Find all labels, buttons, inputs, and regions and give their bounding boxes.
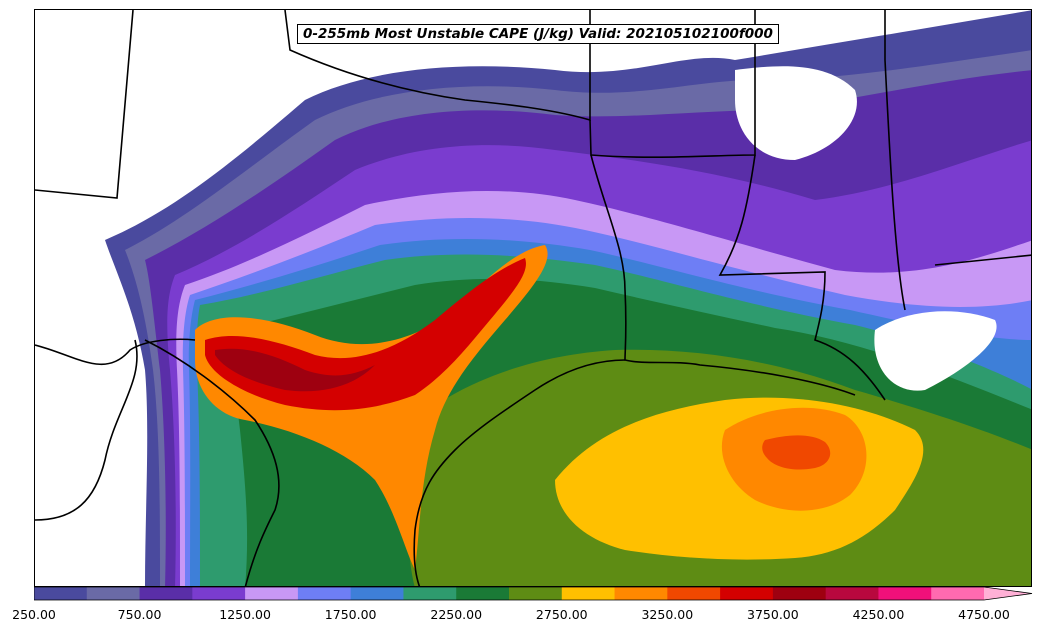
colorbar-segment bbox=[86, 587, 141, 600]
colorbar-segment bbox=[350, 587, 404, 600]
colorbar-segment bbox=[772, 587, 827, 600]
colorbar-segment bbox=[720, 587, 774, 600]
colorbar-segment bbox=[456, 587, 510, 600]
boundary-line bbox=[35, 339, 138, 521]
colorbar-segment bbox=[561, 587, 616, 600]
colorbar-tick-label: 4750.00 bbox=[958, 607, 1010, 622]
boundary-line bbox=[35, 10, 134, 199]
cape-map: 0-255mb Most Unstable CAPE (J/kg) Valid:… bbox=[34, 9, 1032, 587]
cape-band-peak-tx bbox=[215, 348, 375, 392]
cape-shading bbox=[105, 10, 1031, 586]
boundary-line bbox=[718, 154, 886, 401]
colorbar-segment bbox=[403, 587, 457, 600]
colorbar bbox=[34, 587, 1033, 601]
cape-band-3250 bbox=[762, 435, 831, 470]
colorbar-segment bbox=[825, 587, 879, 600]
boundary-line bbox=[35, 338, 196, 366]
colorbar-tick-label: 3750.00 bbox=[747, 607, 799, 622]
colorbar-segment bbox=[297, 587, 352, 600]
colorbar-tick-label: 750.00 bbox=[117, 607, 162, 622]
boundary-line bbox=[589, 10, 756, 159]
colorbar-segment bbox=[34, 587, 88, 600]
boundary-line bbox=[884, 10, 906, 311]
colorbar-tick-label: 3250.00 bbox=[641, 607, 694, 622]
colorbar-segment bbox=[192, 587, 246, 600]
colorbar-tick-label: 2750.00 bbox=[535, 607, 588, 622]
colorbar-extend-max bbox=[984, 587, 1032, 600]
colorbar-segment bbox=[878, 587, 932, 600]
colorbar-segment bbox=[245, 587, 299, 600]
colorbar-segment bbox=[509, 587, 563, 600]
boundary-line bbox=[590, 154, 856, 396]
boundary-line bbox=[934, 254, 1031, 266]
colorbar-tick-label: 1250.00 bbox=[219, 607, 271, 622]
colorbar-tick-label: 2250.00 bbox=[430, 607, 483, 622]
colorbar-segment bbox=[931, 587, 985, 600]
colorbar-segment bbox=[614, 587, 668, 600]
colorbar-tick-label: 4250.00 bbox=[852, 607, 905, 622]
map-title: 0-255mb Most Unstable CAPE (J/kg) Valid:… bbox=[297, 24, 779, 44]
no-cape-gulf bbox=[874, 311, 997, 391]
boundary-line bbox=[284, 10, 591, 122]
boundary-line bbox=[144, 339, 280, 586]
coastline bbox=[413, 359, 626, 586]
colorbar-tick-label: 1750.00 bbox=[324, 607, 377, 622]
colorbar-tick-label: 250.00 bbox=[12, 607, 56, 622]
cape-field bbox=[35, 10, 1031, 586]
colorbar-segment bbox=[139, 587, 193, 600]
colorbar-outline bbox=[34, 587, 1033, 601]
colorbar-segment bbox=[667, 587, 721, 600]
boundaries bbox=[35, 10, 1031, 586]
no-cape-north bbox=[735, 66, 857, 160]
